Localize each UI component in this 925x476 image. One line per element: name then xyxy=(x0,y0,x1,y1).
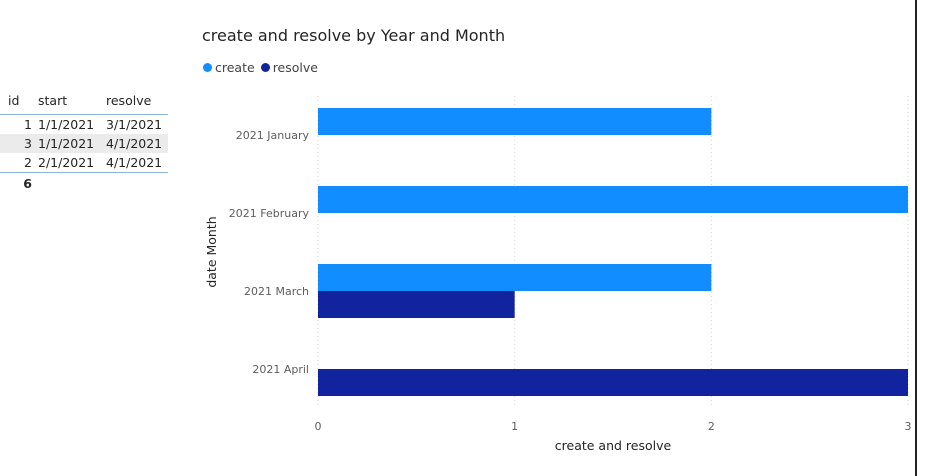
table-visual: id start resolve 1 1/1/2021 3/1/2021 3 1… xyxy=(0,90,170,193)
bar-resolve-2[interactable] xyxy=(318,291,515,318)
column-header-resolve[interactable]: resolve xyxy=(106,92,152,108)
cell-id: 1 xyxy=(0,114,38,134)
x-tick-label: 3 xyxy=(905,420,912,433)
cell-resolve: 3/1/2021 xyxy=(106,114,168,134)
legend-item-create[interactable]: create xyxy=(203,60,255,75)
chart-title: create and resolve by Year and Month xyxy=(202,26,506,45)
x-tick-label: 2 xyxy=(708,420,715,433)
cell-resolve: 4/1/2021 xyxy=(106,134,168,153)
window-edge xyxy=(915,0,917,476)
table-row[interactable]: 2 2/1/2021 4/1/2021 xyxy=(0,153,168,173)
y-axis-title: date Month xyxy=(204,216,219,287)
legend-marker-create xyxy=(203,63,212,72)
bar-resolve-3[interactable] xyxy=(318,369,908,396)
table-total-row: 6 xyxy=(0,172,168,193)
cell-id: 3 xyxy=(0,134,38,153)
column-header-start[interactable]: start xyxy=(38,92,68,108)
cell-start: 1/1/2021 xyxy=(38,134,106,153)
x-tick-label: 1 xyxy=(511,420,518,433)
x-axis-ticks: 0 1 2 3 xyxy=(315,420,912,433)
legend-label-create: create xyxy=(215,60,255,75)
legend-item-resolve[interactable]: resolve xyxy=(260,60,318,75)
total-resolve xyxy=(106,172,168,193)
y-tick-label: 2021 March xyxy=(244,285,309,298)
legend-label-resolve: resolve xyxy=(272,60,318,75)
total-id: 6 xyxy=(0,172,38,193)
bars xyxy=(318,108,908,396)
data-table: id start resolve 1 1/1/2021 3/1/2021 3 1… xyxy=(0,90,168,193)
y-axis-ticks: 2021 January 2021 February 2021 March 2021 … xyxy=(229,129,310,376)
total-start xyxy=(38,172,106,193)
y-tick-label: 2021 January xyxy=(236,129,310,142)
table-row[interactable]: 1 1/1/2021 3/1/2021 xyxy=(0,114,168,134)
bar-create-1[interactable] xyxy=(318,186,908,213)
cell-resolve: 4/1/2021 xyxy=(106,155,163,170)
bar-create-2[interactable] xyxy=(318,264,712,291)
table-header-row: id start resolve xyxy=(0,90,168,115)
legend-marker-resolve xyxy=(260,63,270,72)
y-tick-label: 2021 February xyxy=(229,207,310,220)
cell-id: 2 xyxy=(24,155,32,170)
x-axis-title: create and resolve xyxy=(555,438,672,453)
gridlines xyxy=(317,96,909,408)
y-tick-label: 2021 April xyxy=(252,363,309,376)
cell-start: 1/1/2021 xyxy=(38,114,106,134)
column-header-id[interactable]: id xyxy=(8,92,20,108)
chart-legend: create resolve xyxy=(203,60,324,75)
x-tick-label: 0 xyxy=(315,420,322,433)
cell-start: 2/1/2021 xyxy=(38,155,95,170)
bar-create-0[interactable] xyxy=(318,108,712,135)
table-row[interactable]: 3 1/1/2021 4/1/2021 xyxy=(0,134,168,153)
